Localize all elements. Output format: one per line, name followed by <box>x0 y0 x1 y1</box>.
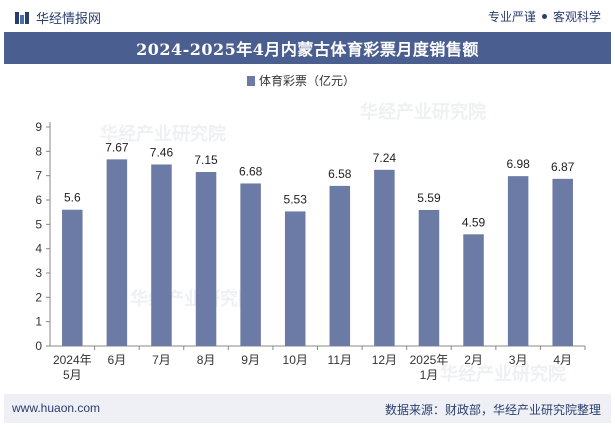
y-tick-label: 1 <box>35 315 42 329</box>
x-tick-label: 8月 <box>197 353 216 367</box>
bar <box>240 183 261 346</box>
data-label: 6.98 <box>506 157 530 171</box>
x-tick-label: 12月 <box>372 353 397 367</box>
chart-title: 2024-2025年4月内蒙古体育彩票月度销售额 <box>136 40 479 59</box>
legend-label: 体育彩票（亿元） <box>259 73 355 88</box>
bullet-icon <box>541 14 547 19</box>
bar <box>507 176 529 346</box>
data-label: 5.59 <box>417 191 441 205</box>
bar <box>552 178 573 346</box>
x-tick-label: 10月 <box>283 353 308 367</box>
bar <box>284 211 306 346</box>
data-label: 6.58 <box>328 167 352 181</box>
x-tick-label: 2月 <box>464 353 483 367</box>
data-label: 7.15 <box>194 153 218 167</box>
bar <box>195 172 217 346</box>
data-label: 6.87 <box>551 160 575 174</box>
data-label: 4.59 <box>462 215 486 229</box>
y-tick-label: 6 <box>35 193 42 207</box>
bar <box>418 209 440 346</box>
y-tick-label: 3 <box>35 266 42 280</box>
x-tick-label: 7月 <box>152 353 171 367</box>
brand: 华经情报网 <box>14 8 101 27</box>
y-tick-label: 4 <box>35 242 42 256</box>
brand-name: 华经情报网 <box>36 11 102 26</box>
x-tick-label: 9月 <box>241 353 260 367</box>
x-tick-label: 11月 <box>328 353 352 367</box>
x-tick-label: 1月 <box>420 368 439 382</box>
x-tick-label: 2025年 <box>410 353 449 367</box>
slogan-right: 客观科学 <box>552 10 601 24</box>
y-tick-label: 9 <box>35 120 42 134</box>
data-label: 7.24 <box>373 151 397 165</box>
top-bar: 华经情报网 专业严谨 客观科学 <box>0 0 615 32</box>
y-tick-label: 7 <box>35 169 42 183</box>
y-tick-label: 5 <box>35 217 42 231</box>
legend-swatch <box>247 76 255 86</box>
footer: www.huaon.com 数据来源：财政部，华经产业研究院整理 <box>4 394 611 423</box>
data-label: 5.53 <box>284 192 308 206</box>
bar <box>329 185 351 346</box>
title-bar: 2024-2025年4月内蒙古体育彩票月度销售额 <box>4 32 611 64</box>
bar <box>151 164 172 346</box>
bar <box>106 159 128 346</box>
x-tick-label: 3月 <box>509 353 528 367</box>
bar <box>374 169 395 346</box>
y-tick-label: 2 <box>35 290 42 304</box>
slogan: 专业严谨 客观科学 <box>488 8 601 25</box>
slogan-left: 专业严谨 <box>487 10 536 24</box>
bar <box>62 209 83 346</box>
brand-logo-icon <box>15 11 29 24</box>
footer-site: www.huaon.com <box>12 401 101 415</box>
data-label: 7.46 <box>150 145 174 159</box>
footer-source: 数据来源：财政部，华经产业研究院整理 <box>384 403 601 417</box>
x-tick-label: 6月 <box>108 353 127 367</box>
x-tick-label: 4月 <box>553 353 572 367</box>
x-tick-label: 5月 <box>63 368 82 382</box>
x-tick-label: 2024年 <box>53 353 92 367</box>
bar <box>463 234 484 346</box>
data-label: 7.67 <box>105 140 129 154</box>
data-label: 5.6 <box>64 191 81 205</box>
data-label: 6.68 <box>239 164 263 178</box>
y-tick-label: 8 <box>35 144 42 158</box>
y-tick-label: 0 <box>35 339 42 353</box>
